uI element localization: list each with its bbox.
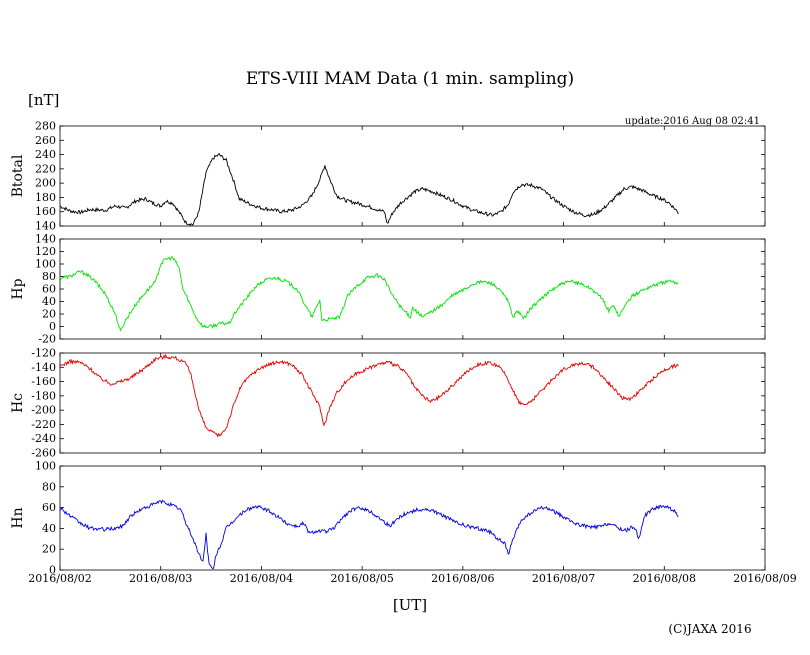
panel-frame [59,238,766,340]
y-tick-label: 200 [35,177,56,190]
y-tick-label: 40 [42,295,56,308]
y-tick-label: -120 [31,347,56,360]
x-tick-label: 2016/08/04 [230,572,293,585]
y-tick-label: 120 [35,245,56,258]
y-tick-label: 20 [42,543,56,556]
chart-title: ETS-VIII MAM Data (1 min. sampling) [246,69,574,89]
series-line-hn [59,499,679,570]
y-tick-label: 80 [42,480,56,493]
copyright: (C)JAXA 2016 [668,622,751,636]
unit-label: [nT] [28,91,59,109]
panels: 280260240220200180160140Btotal1401201008… [10,120,766,577]
y-tick-label: 100 [35,258,56,271]
y-tick-label: -220 [31,418,56,431]
x-tick-label: 2016/08/06 [431,572,494,585]
y-tick-label: 80 [42,270,56,283]
panel-frame [59,125,766,227]
y-tick-label: 160 [35,205,56,218]
y-tick-label: -200 [31,404,56,417]
y-tick-label: 0 [49,564,56,577]
x-tick-label: 2016/08/02 [28,572,91,585]
y-tick-label: -180 [31,389,56,402]
y-tick-label: 40 [42,522,56,535]
y-tick-label: 220 [35,162,56,175]
y-tick-label: 180 [35,191,56,204]
x-axis: 2016/08/02 2016/08/03 2016/08/04 2016/08/05… [28,572,796,585]
series-line-hp [59,255,679,332]
y-tick-label: 20 [42,308,56,321]
y-tick-label: 280 [35,120,56,133]
x-tick-label: 2016/08/03 [129,572,192,585]
panel-frame [59,465,766,571]
x-axis-label: [UT] [393,596,427,614]
y-tick-label: 240 [35,148,56,161]
y-tick-label: -20 [38,333,56,346]
y-tick-label: 60 [42,501,56,514]
y-tick-label: -240 [31,432,56,445]
x-tick-label: 2016/08/09 [733,572,796,585]
x-tick-label: 2016/08/08 [633,572,696,585]
y-tick-label: 60 [42,283,56,296]
panel-hc: -120-140-160-180 -200-220-240 -260 Hc [10,347,766,460]
y-tick-label: 140 [35,220,56,233]
y-tick-label: -260 [31,447,56,460]
panel-ylabel: Hc [10,393,26,413]
series-line-hc [59,353,679,438]
update-text: update:2016 Aug 08 02:41 [625,116,760,127]
x-tick-label: 2016/08/07 [532,572,595,585]
y-tick-label: 100 [35,460,56,473]
panel-hn: 100 80 60 40 20 0 Hn [10,460,766,577]
panel-ylabel: Btotal [10,154,26,197]
panel-ylabel: Hn [10,507,26,528]
panel-frame [59,352,766,454]
y-tick-label: 140 [35,233,56,246]
series-line-btotal [59,152,679,227]
y-tick-label: 0 [49,320,56,333]
panel-ylabel: Hp [10,278,26,299]
y-tick-label: -140 [31,361,56,374]
y-tick-label: -160 [31,375,56,388]
y-tick-label: 260 [35,134,56,147]
x-tick-label: 2016/08/05 [330,572,393,585]
